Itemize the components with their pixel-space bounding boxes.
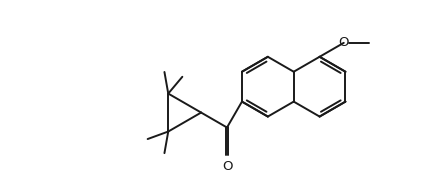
Text: O: O: [222, 160, 232, 173]
Text: O: O: [338, 36, 349, 49]
